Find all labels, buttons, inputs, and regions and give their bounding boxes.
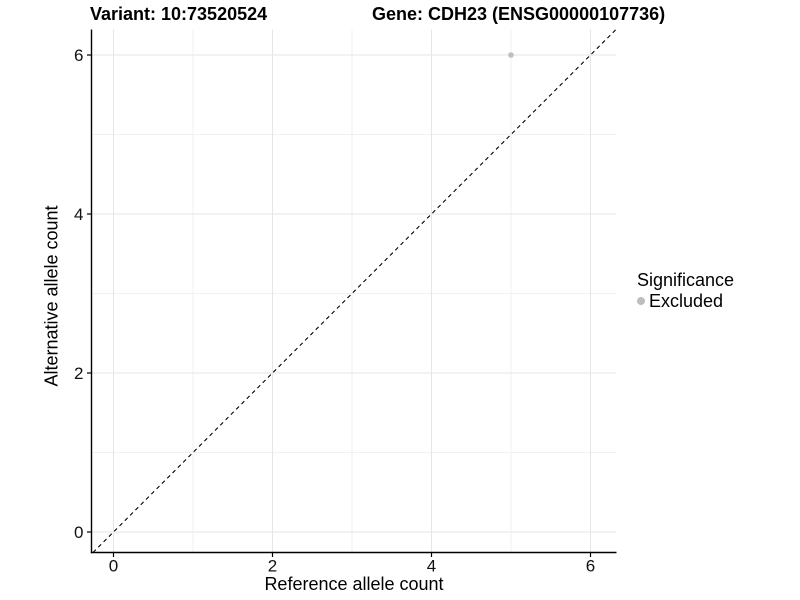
y-tick-label: 0 bbox=[74, 523, 83, 542]
plot-title-variant: Variant: 10:73520524 bbox=[90, 4, 268, 24]
data-point bbox=[508, 52, 514, 58]
legend-point-icon bbox=[637, 297, 645, 305]
plot-title-gene: Gene: CDH23 (ENSG00000107736) bbox=[372, 4, 666, 24]
y-tick-label: 6 bbox=[74, 46, 83, 65]
y-axis-title: Alternative allele count bbox=[41, 205, 62, 387]
y-tick-label: 2 bbox=[74, 364, 83, 383]
y-tick-label: 4 bbox=[74, 205, 83, 224]
identity-reference-line bbox=[92, 29, 617, 553]
x-tick-label: 6 bbox=[586, 557, 595, 576]
x-tick-label: 2 bbox=[268, 557, 277, 576]
legend-title: Significance bbox=[637, 270, 735, 290]
x-tick-label: 0 bbox=[109, 557, 118, 576]
legend: Significance Excluded bbox=[637, 270, 734, 311]
legend-item-excluded: Excluded bbox=[637, 291, 734, 311]
legend-item-label: Excluded bbox=[649, 291, 724, 311]
x-tick-label: 4 bbox=[427, 557, 436, 576]
x-axis-title: Reference allele count bbox=[264, 574, 444, 594]
